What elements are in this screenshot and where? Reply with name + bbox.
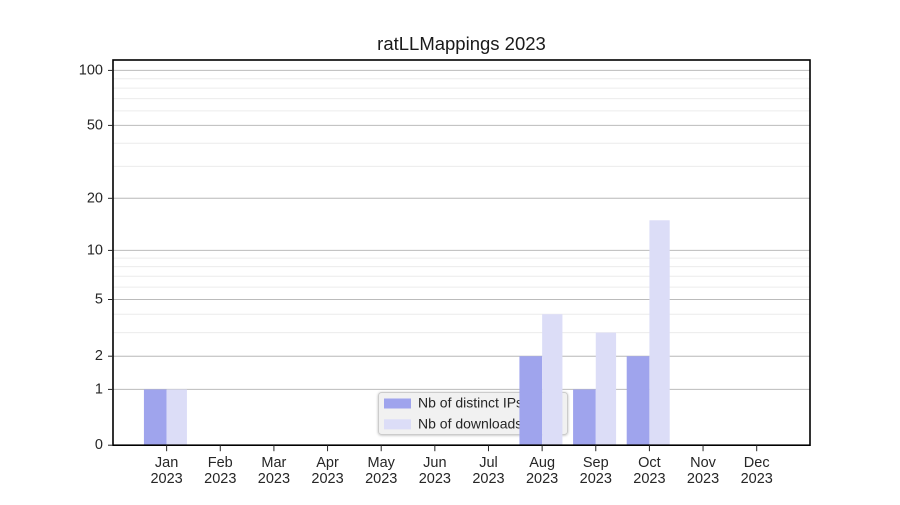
svg-text:Nb of distinct IPs: Nb of distinct IPs xyxy=(418,395,523,411)
svg-text:Apr: Apr xyxy=(316,455,339,471)
svg-text:2: 2 xyxy=(95,348,103,364)
svg-text:2023: 2023 xyxy=(311,471,343,487)
svg-text:5: 5 xyxy=(95,292,103,308)
svg-text:2023: 2023 xyxy=(633,471,665,487)
svg-text:Oct: Oct xyxy=(638,455,661,471)
svg-text:2023: 2023 xyxy=(741,471,773,487)
svg-text:2023: 2023 xyxy=(472,471,504,487)
svg-text:2023: 2023 xyxy=(526,471,558,487)
svg-text:May: May xyxy=(367,455,395,471)
svg-text:Jun: Jun xyxy=(423,455,446,471)
svg-text:Jul: Jul xyxy=(479,455,498,471)
svg-text:2023: 2023 xyxy=(204,471,236,487)
svg-text:2023: 2023 xyxy=(419,471,451,487)
svg-text:100: 100 xyxy=(79,62,103,78)
svg-text:10: 10 xyxy=(87,242,103,258)
svg-text:1: 1 xyxy=(95,381,103,397)
svg-text:Nov: Nov xyxy=(690,455,717,471)
svg-text:2023: 2023 xyxy=(258,471,290,487)
svg-text:2023: 2023 xyxy=(580,471,612,487)
svg-text:Jan: Jan xyxy=(155,455,178,471)
svg-text:Nb of downloads: Nb of downloads xyxy=(418,415,522,431)
svg-text:50: 50 xyxy=(87,117,103,133)
svg-text:Mar: Mar xyxy=(261,455,286,471)
svg-text:Feb: Feb xyxy=(208,455,233,471)
svg-text:2023: 2023 xyxy=(365,471,397,487)
svg-text:2023: 2023 xyxy=(150,471,182,487)
svg-text:2023: 2023 xyxy=(687,471,719,487)
svg-text:20: 20 xyxy=(87,190,103,206)
svg-text:Aug: Aug xyxy=(529,455,555,471)
svg-text:ratLLMappings 2023: ratLLMappings 2023 xyxy=(377,33,546,54)
svg-text:Sep: Sep xyxy=(583,455,609,471)
svg-text:0: 0 xyxy=(95,437,103,453)
svg-text:Dec: Dec xyxy=(744,455,770,471)
